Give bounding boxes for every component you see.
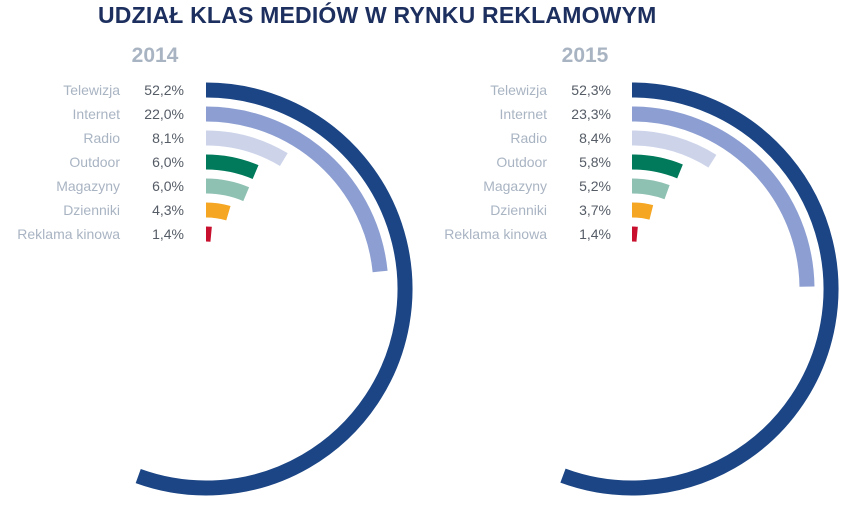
category-label-reklama-kinowa-2015: Reklama kinowa	[444, 226, 547, 242]
value-label-outdoor-2014: 6,0%	[152, 154, 184, 170]
value-label-internet-2014: 22,0%	[144, 106, 184, 122]
arc-internet-2015	[631, 106, 815, 287]
chart-title: UDZIAŁ KLAS MEDIÓW W RYNKU REKLAMOWYM	[98, 2, 657, 28]
arc-magazyny-2014	[205, 178, 250, 202]
category-label-telewizja-2015: Telewizja	[490, 82, 547, 98]
value-label-reklama-kinowa-2014: 1,4%	[152, 226, 184, 242]
chart-panel-2015: 2015 Telewizja 52,3% Internet 23,3% Radio 8,4%…	[444, 44, 839, 496]
category-label-outdoor-2014: Outdoor	[69, 154, 120, 170]
arc-radio-2014	[205, 130, 288, 167]
value-label-outdoor-2015: 5,8%	[579, 154, 611, 170]
value-label-radio-2014: 8,1%	[152, 130, 184, 146]
arc-radio-2015	[631, 130, 717, 168]
category-label-dzienniki-2015: Dzienniki	[490, 202, 547, 218]
category-label-dzienniki-2014: Dzienniki	[63, 202, 120, 218]
category-label-radio-2014: Radio	[83, 130, 120, 146]
arc-internet-2014	[205, 106, 388, 273]
value-label-magazyny-2014: 6,0%	[152, 178, 184, 194]
value-label-telewizja-2015: 52,3%	[571, 82, 611, 98]
value-label-internet-2015: 23,3%	[571, 106, 611, 122]
value-label-dzienniki-2015: 3,7%	[579, 202, 611, 218]
category-label-internet-2015: Internet	[500, 106, 548, 122]
arc-magazyny-2015	[631, 178, 670, 200]
category-label-magazyny-2014: Magazyny	[56, 178, 120, 194]
category-label-internet-2014: Internet	[73, 106, 121, 122]
category-label-radio-2015: Radio	[510, 130, 547, 146]
arc-telewizja-2015	[560, 82, 839, 496]
arc-telewizja-2014	[135, 82, 413, 496]
chart-panel-2014: 2014 Telewizja 52,2% Internet 22,0% Radio 8,1%…	[17, 44, 413, 496]
year-label-2015: 2015	[562, 44, 609, 67]
value-label-dzienniki-2014: 4,3%	[152, 202, 184, 218]
value-label-reklama-kinowa-2015: 1,4%	[579, 226, 611, 242]
arc-dzienniki-2014	[205, 202, 231, 221]
arc-dzienniki-2015	[631, 202, 654, 220]
category-label-outdoor-2015: Outdoor	[496, 154, 547, 170]
arc-outdoor-2014	[205, 154, 259, 180]
category-label-magazyny-2015: Magazyny	[483, 178, 547, 194]
year-label-2014: 2014	[132, 44, 179, 67]
arc-outdoor-2015	[631, 154, 683, 179]
category-label-reklama-kinowa-2014: Reklama kinowa	[17, 226, 120, 242]
category-label-telewizja-2014: Telewizja	[63, 82, 120, 98]
value-label-magazyny-2015: 5,2%	[579, 178, 611, 194]
value-label-telewizja-2014: 52,2%	[144, 82, 184, 98]
value-label-radio-2015: 8,4%	[579, 130, 611, 146]
